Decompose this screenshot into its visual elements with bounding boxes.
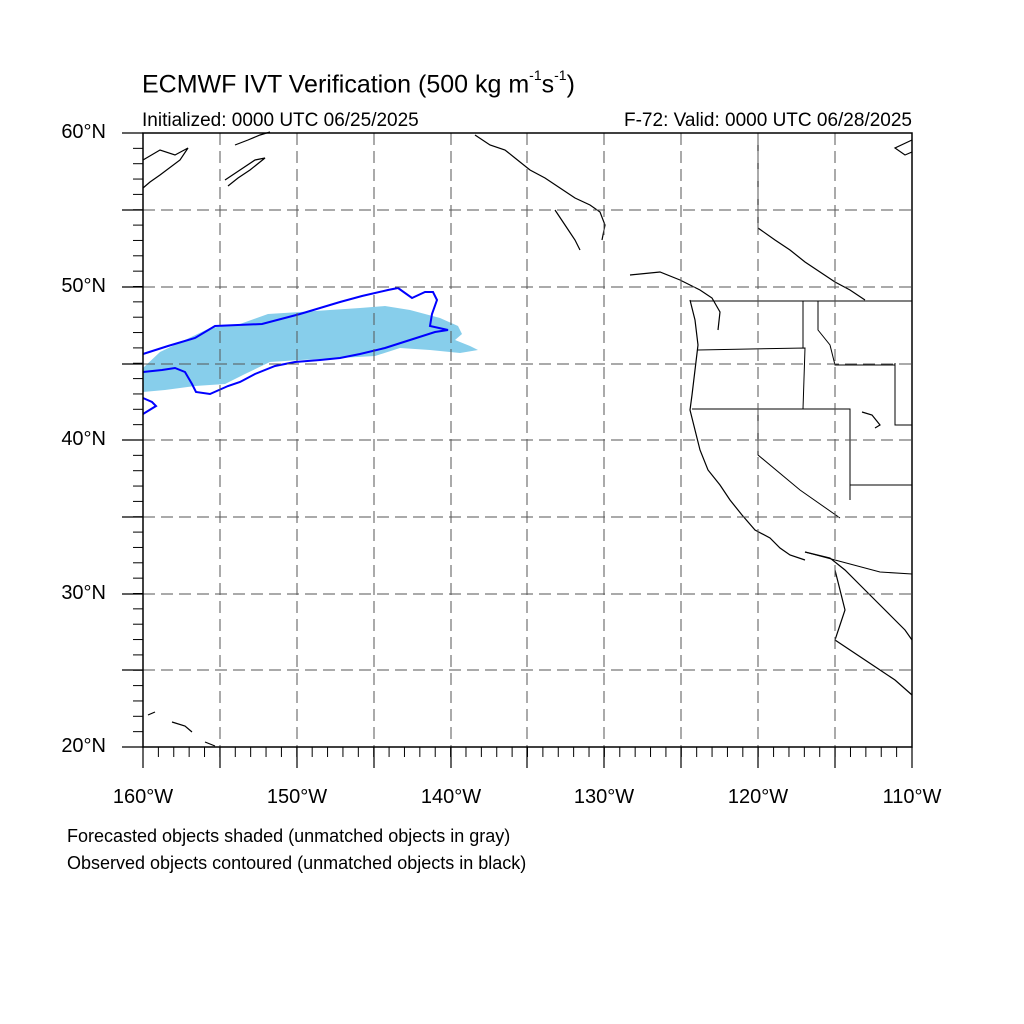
lat-label-50n: 50°N <box>61 275 106 297</box>
grid-lines <box>143 133 912 747</box>
valid-time: F-72: Valid: 0000 UTC 06/28/2025 <box>624 110 912 131</box>
observed-contour-tail <box>142 397 158 415</box>
lat-label-40n: 40°N <box>61 428 106 450</box>
lat-label-20n: 20°N <box>61 735 106 757</box>
observed-contour <box>142 286 449 396</box>
lon-label-110w: 110°W <box>882 786 942 808</box>
lon-label-160w: 160°W <box>112 786 174 808</box>
lon-label-130w: 130°W <box>573 786 635 808</box>
legend-forecast-note: Forecasted objects shaded (unmatched obj… <box>67 826 511 846</box>
lat-label-60n: 60°N <box>61 121 106 143</box>
state-borders <box>690 133 913 575</box>
map-title: ECMWF IVT Verification (500 kg m-1s-1) <box>142 67 575 99</box>
lon-label-150w: 150°W <box>266 786 328 808</box>
initialized-time: Initialized: 0000 UTC 06/25/2025 <box>142 110 419 131</box>
lon-label-120w: 120°W <box>727 786 789 808</box>
map-frame <box>142 132 913 748</box>
coastlines <box>142 131 913 747</box>
major-ticks <box>122 132 913 768</box>
legend-observed-note: Observed objects contoured (unmatched ob… <box>67 853 527 873</box>
minor-ticks <box>133 132 913 757</box>
lat-label-30n: 30°N <box>61 582 106 604</box>
lon-label-140w: 140°W <box>420 786 482 808</box>
forecast-object <box>143 306 478 392</box>
